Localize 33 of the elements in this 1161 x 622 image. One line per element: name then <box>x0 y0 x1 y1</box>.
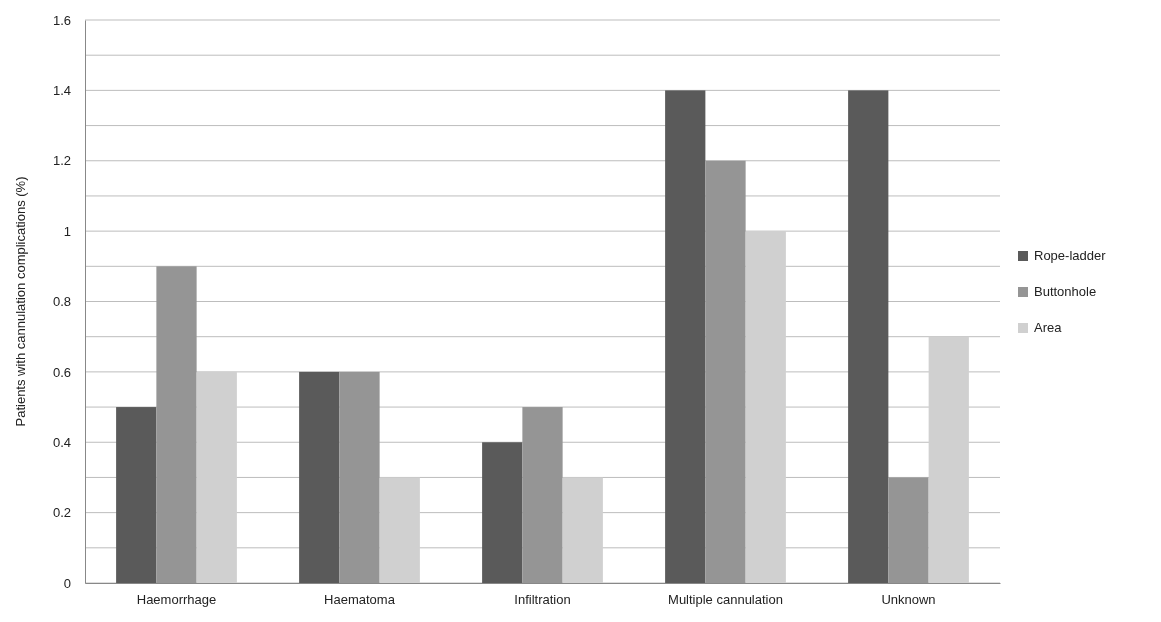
x-tick-label: Haematoma <box>324 592 396 608</box>
bar <box>705 160 746 583</box>
bar <box>522 407 563 583</box>
x-tick-label: Infiltration <box>514 592 571 608</box>
y-tick-label: 0.8 <box>52 294 71 310</box>
bar <box>196 371 237 583</box>
x-tick-label: Haemorrhage <box>136 592 217 608</box>
y-tick-label: 0 <box>63 575 71 591</box>
bar <box>888 477 929 583</box>
bar <box>156 266 197 583</box>
y-tick-label: 0.2 <box>52 505 71 521</box>
bar <box>848 90 889 583</box>
y-tick-label: 1.2 <box>52 153 71 169</box>
y-tick-label: 1.4 <box>52 83 71 99</box>
bar <box>482 442 523 583</box>
legend-label: Buttonhole <box>1034 284 1097 299</box>
y-tick-label: 0.6 <box>52 364 71 380</box>
bar <box>928 336 969 583</box>
legend-label: Rope-ladder <box>1034 248 1107 263</box>
bar <box>379 477 420 583</box>
bar <box>339 371 380 583</box>
bar <box>745 231 786 583</box>
legend-label: Area <box>1034 320 1063 335</box>
x-tick-label: Multiple cannulation <box>668 592 783 608</box>
y-tick-label: 1 <box>63 223 71 239</box>
y-axis-title: Patients with cannulation complications (%) <box>13 176 28 427</box>
y-tick-label: 0.4 <box>52 434 71 450</box>
bar <box>665 90 706 583</box>
y-tick-label: 1.6 <box>52 12 71 28</box>
x-tick-label: Unknown <box>881 592 936 608</box>
bar <box>299 371 340 583</box>
bar <box>116 407 157 583</box>
bar <box>562 477 603 583</box>
